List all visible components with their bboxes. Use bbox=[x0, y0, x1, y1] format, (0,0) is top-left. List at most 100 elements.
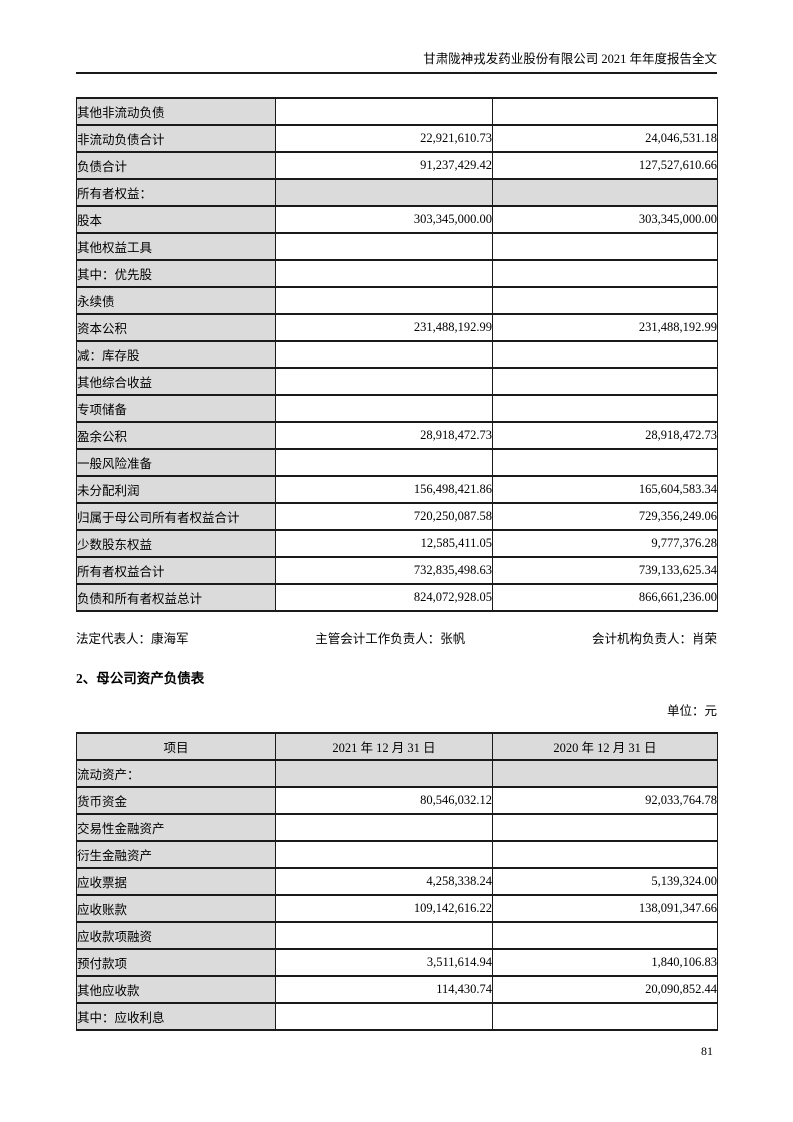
page-number: 81 bbox=[701, 1044, 713, 1058]
row-label: 其他权益工具 bbox=[76, 232, 276, 261]
row-label: 一般风险准备 bbox=[76, 448, 276, 477]
table-row: 所有者权益合计 732,835,498.63 739,133,625.34 bbox=[76, 556, 718, 585]
table-row: 负债合计 91,237,429.42 127,527,610.66 bbox=[76, 151, 718, 180]
row-value-2021: 12,585,411.05 bbox=[275, 529, 493, 558]
table-row: 所有者权益： bbox=[76, 178, 718, 207]
row-value-2021 bbox=[275, 840, 493, 869]
row-value-2020: 729,356,249.06 bbox=[492, 502, 718, 531]
table-row: 减：库存股 bbox=[76, 340, 718, 369]
row-value-2020 bbox=[492, 394, 718, 423]
row-value-2021 bbox=[275, 367, 493, 396]
row-value-2021 bbox=[275, 286, 493, 315]
row-label: 交易性金融资产 bbox=[76, 813, 276, 842]
row-value-2020 bbox=[492, 97, 718, 126]
consolidated-balance-sheet-continued-table: 其他非流动负债 非流动负债合计 22,921,610.73 24,046,531.18… bbox=[76, 97, 718, 612]
row-value-2020: 127,527,610.66 bbox=[492, 151, 718, 180]
table-header-row: 项目 2021 年 12 月 31 日 2020 年 12 月 31 日 bbox=[76, 732, 718, 761]
row-label: 所有者权益： bbox=[76, 178, 276, 207]
row-value-2021 bbox=[275, 97, 493, 126]
table-row: 其中：应收利息 bbox=[76, 1002, 718, 1031]
row-label: 减：库存股 bbox=[76, 340, 276, 369]
row-value-2021: 4,258,338.24 bbox=[275, 867, 493, 896]
row-value-2020 bbox=[492, 1002, 718, 1031]
column-header-item: 项目 bbox=[76, 732, 276, 761]
table-row: 其他综合收益 bbox=[76, 367, 718, 396]
row-value-2021 bbox=[275, 1002, 493, 1031]
legal-representative-label: 法定代表人：康海军 bbox=[76, 632, 189, 646]
table-row: 专项储备 bbox=[76, 394, 718, 423]
balance-sheet-body: 其他非流动负债 非流动负债合计 22,921,610.73 24,046,531.18… bbox=[76, 97, 718, 612]
accounting-department-head-label: 会计机构负责人：肖荣 bbox=[591, 632, 717, 646]
row-label: 负债合计 bbox=[76, 151, 276, 180]
row-value-2021 bbox=[275, 259, 493, 288]
table-row: 归属于母公司所有者权益合计 720,250,087.58 729,356,249.0… bbox=[76, 502, 718, 531]
row-value-2021 bbox=[275, 394, 493, 423]
table-row: 一般风险准备 bbox=[76, 448, 718, 477]
row-value-2020 bbox=[492, 232, 718, 261]
report-header-title: 甘肃陇神戎发药业股份有限公司 2021 年年度报告全文 bbox=[76, 0, 717, 74]
row-value-2020 bbox=[492, 367, 718, 396]
table-row: 衍生金融资产 bbox=[76, 840, 718, 869]
table-row: 股本 303,345,000.00 303,345,000.00 bbox=[76, 205, 718, 234]
row-value-2020: 9,777,376.28 bbox=[492, 529, 718, 558]
row-value-2021 bbox=[275, 232, 493, 261]
row-value-2021 bbox=[275, 178, 493, 207]
table-row: 流动资产： bbox=[76, 759, 718, 788]
row-label: 流动资产： bbox=[76, 759, 276, 788]
row-label: 应收款项融资 bbox=[76, 921, 276, 950]
row-value-2021: 231,488,192.99 bbox=[275, 313, 493, 342]
table-row: 非流动负债合计 22,921,610.73 24,046,531.18 bbox=[76, 124, 718, 153]
row-value-2021 bbox=[275, 448, 493, 477]
row-value-2021 bbox=[275, 921, 493, 950]
column-header-2020: 2020 年 12 月 31 日 bbox=[492, 732, 718, 761]
row-value-2020: 231,488,192.99 bbox=[492, 313, 718, 342]
row-label: 其中：优先股 bbox=[76, 259, 276, 288]
table-row: 资本公积 231,488,192.99 231,488,192.99 bbox=[76, 313, 718, 342]
row-value-2021 bbox=[275, 813, 493, 842]
row-value-2020 bbox=[492, 178, 718, 207]
row-label: 所有者权益合计 bbox=[76, 556, 276, 585]
table-row: 应收账款 109,142,616.22 138,091,347.66 bbox=[76, 894, 718, 923]
table-row: 其他应收款 114,430.74 20,090,852.44 bbox=[76, 975, 718, 1004]
row-value-2021: 80,546,032.12 bbox=[275, 786, 493, 815]
table-row: 交易性金融资产 bbox=[76, 813, 718, 842]
row-label: 其他综合收益 bbox=[76, 367, 276, 396]
row-value-2020: 5,139,324.00 bbox=[492, 867, 718, 896]
row-label: 应收票据 bbox=[76, 867, 276, 896]
row-value-2021: 91,237,429.42 bbox=[275, 151, 493, 180]
row-label: 非流动负债合计 bbox=[76, 124, 276, 153]
row-value-2020: 866,661,236.00 bbox=[492, 583, 718, 612]
signature-row: 法定代表人：康海军 主管会计工作负责人：张帆 会计机构负责人：肖荣 bbox=[76, 631, 717, 647]
row-label: 永续债 bbox=[76, 286, 276, 315]
row-value-2021: 109,142,616.22 bbox=[275, 894, 493, 923]
table-row: 应收票据 4,258,338.24 5,139,324.00 bbox=[76, 867, 718, 896]
row-value-2021: 114,430.74 bbox=[275, 975, 493, 1004]
row-label: 资本公积 bbox=[76, 313, 276, 342]
table-row: 少数股东权益 12,585,411.05 9,777,376.28 bbox=[76, 529, 718, 558]
row-label: 专项储备 bbox=[76, 394, 276, 423]
row-value-2021: 303,345,000.00 bbox=[275, 205, 493, 234]
row-value-2020 bbox=[492, 759, 718, 788]
row-value-2020: 739,133,625.34 bbox=[492, 556, 718, 585]
row-value-2020 bbox=[492, 340, 718, 369]
row-label: 盈余公积 bbox=[76, 421, 276, 450]
row-label: 应收账款 bbox=[76, 894, 276, 923]
chief-accounting-officer-label: 主管会计工作负责人：张帆 bbox=[315, 632, 466, 646]
row-value-2021 bbox=[275, 759, 493, 788]
row-value-2020: 138,091,347.66 bbox=[492, 894, 718, 923]
unit-label: 单位：元 bbox=[666, 704, 717, 718]
row-value-2020 bbox=[492, 921, 718, 950]
row-label: 归属于母公司所有者权益合计 bbox=[76, 502, 276, 531]
table-row: 其他权益工具 bbox=[76, 232, 718, 261]
row-label: 负债和所有者权益总计 bbox=[76, 583, 276, 612]
table-row: 永续债 bbox=[76, 286, 718, 315]
column-header-2021: 2021 年 12 月 31 日 bbox=[275, 732, 493, 761]
row-label: 股本 bbox=[76, 205, 276, 234]
table-row: 负债和所有者权益总计 824,072,928.05 866,661,236.00 bbox=[76, 583, 718, 612]
row-label: 未分配利润 bbox=[76, 475, 276, 504]
row-value-2020: 92,033,764.78 bbox=[492, 786, 718, 815]
row-label: 其中：应收利息 bbox=[76, 1002, 276, 1031]
table-row: 其他非流动负债 bbox=[76, 97, 718, 126]
row-value-2021: 156,498,421.86 bbox=[275, 475, 493, 504]
